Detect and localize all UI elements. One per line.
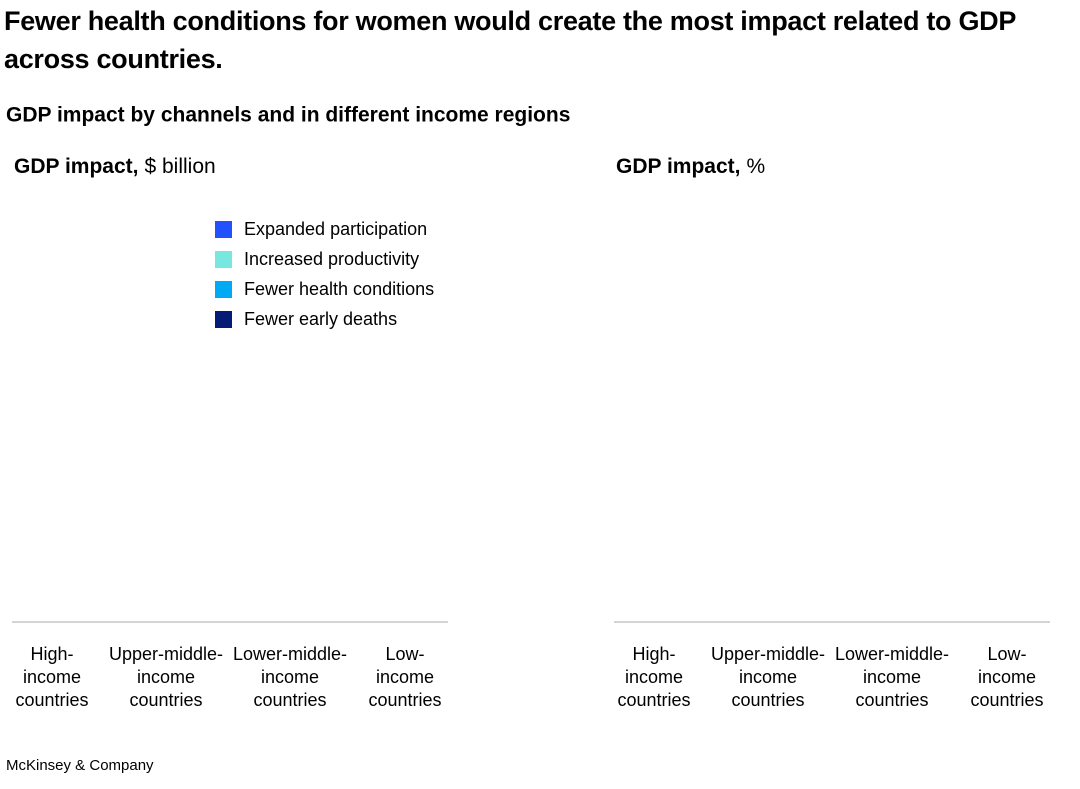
x-tick-label: income	[261, 667, 319, 687]
x-tick-label: income	[23, 667, 81, 687]
x-tick-label: Lower-middle-	[233, 644, 347, 664]
legend-swatch	[215, 281, 232, 298]
x-tick-label: income	[376, 667, 434, 687]
chart-title: Fewer health conditions for women would …	[4, 6, 1016, 74]
panel-label: GDP impact, $ billion	[14, 155, 216, 178]
x-tick-label: Lower-middle-	[835, 644, 949, 664]
panel-label-bold: GDP impact,	[14, 155, 138, 178]
x-tick-label: countries	[855, 690, 928, 710]
subtitle: GDP impact by channels and in different …	[6, 104, 570, 127]
x-tick-label: income	[863, 667, 921, 687]
x-tick-label: High-	[30, 644, 73, 664]
x-tick-label: countries	[617, 690, 690, 710]
x-tick-label: countries	[368, 690, 441, 710]
x-tick-label: countries	[15, 690, 88, 710]
legend-label: Expanded participation	[244, 219, 427, 239]
x-tick-label: Upper-middle-	[109, 644, 223, 664]
legend-swatch	[215, 221, 232, 238]
x-tick-label: income	[978, 667, 1036, 687]
x-tick-label: countries	[129, 690, 202, 710]
x-tick-label: Low-	[385, 644, 424, 664]
footer: McKinsey & Company	[6, 757, 154, 774]
legend-label: Fewer health conditions	[244, 279, 434, 299]
panel-unit: %	[746, 155, 765, 178]
panel-unit: $ billion	[144, 155, 215, 178]
x-tick-label: income	[739, 667, 797, 687]
legend-swatch	[215, 251, 232, 268]
x-tick-label: income	[137, 667, 195, 687]
panel-label-bold: GDP impact,	[616, 155, 740, 178]
x-tick-label: High-	[632, 644, 675, 664]
legend-label: Fewer early deaths	[244, 309, 397, 329]
x-tick-label: Low-	[987, 644, 1026, 664]
x-tick-label: countries	[731, 690, 804, 710]
x-tick-label: countries	[970, 690, 1043, 710]
x-tick-label: countries	[253, 690, 326, 710]
panel-label: GDP impact,%	[616, 155, 765, 178]
x-tick-label: Upper-middle-	[711, 644, 825, 664]
legend-swatch	[215, 311, 232, 328]
x-tick-label: income	[625, 667, 683, 687]
legend-label: Increased productivity	[244, 249, 419, 269]
